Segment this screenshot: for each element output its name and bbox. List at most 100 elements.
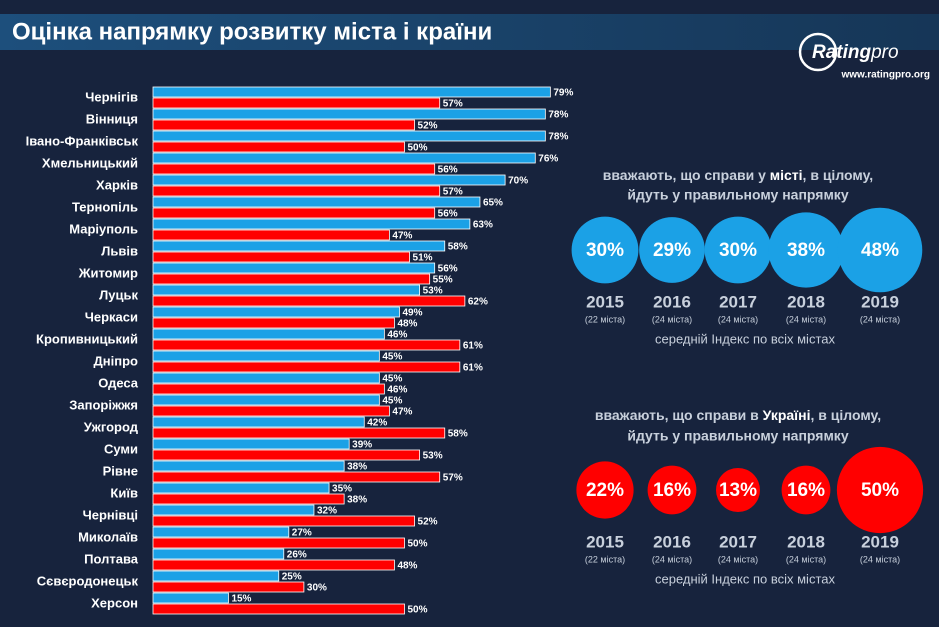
value-label: 78% xyxy=(548,132,568,143)
category-label: Дніпро xyxy=(94,353,139,368)
bar xyxy=(152,482,330,494)
year-label: 2016 xyxy=(653,532,691,551)
value-label: 45% xyxy=(382,374,402,385)
category-label: Полтава xyxy=(84,551,139,566)
bar xyxy=(152,207,436,219)
value-label: 56% xyxy=(438,165,458,176)
year-label: 2019 xyxy=(861,532,899,551)
bar xyxy=(152,108,546,120)
value-label: 46% xyxy=(387,385,407,396)
year-label: 2017 xyxy=(719,292,757,311)
bubble-title-line: йдуть у правильному напрямку xyxy=(627,428,848,444)
category-label: Тернопіль xyxy=(72,199,138,214)
bubble-label: 50% xyxy=(861,480,899,501)
category-label: Ужгород xyxy=(84,419,139,434)
bar xyxy=(152,493,345,505)
category-label: Харків xyxy=(96,177,138,192)
value-label: 79% xyxy=(553,88,573,99)
value-label: 57% xyxy=(443,473,463,484)
bubble-footer: середній Індекс по всіх містах xyxy=(655,331,835,346)
bubble-label: 16% xyxy=(653,480,691,501)
bar xyxy=(152,559,395,571)
value-label: 50% xyxy=(408,143,428,154)
value-label: 15% xyxy=(231,594,251,605)
bar xyxy=(152,185,441,197)
bar xyxy=(152,306,400,318)
category-label: Суми xyxy=(104,441,138,456)
year-label: 2015 xyxy=(586,292,624,311)
bubble xyxy=(836,446,924,534)
category-label: Чернівці xyxy=(83,507,138,522)
bubble-footer: середній Індекс по всіх містах xyxy=(655,571,835,586)
value-label: 78% xyxy=(548,110,568,121)
bar xyxy=(152,130,546,142)
value-label: 51% xyxy=(413,253,433,264)
bubble xyxy=(716,468,760,512)
bubble-label: 30% xyxy=(719,240,757,261)
value-label: 45% xyxy=(382,396,402,407)
bar xyxy=(152,471,441,483)
bubble-label: 16% xyxy=(787,480,825,501)
value-label: 57% xyxy=(443,187,463,198)
value-label: 30% xyxy=(307,583,327,594)
bar xyxy=(152,526,290,538)
page-title: Оцінка напрямку розвитку міста і країни xyxy=(12,18,492,45)
bubble-title-line: вважають, що справи у місті, в цілому, xyxy=(603,167,873,183)
bar xyxy=(152,229,390,241)
bubble xyxy=(576,461,634,519)
bar xyxy=(152,427,446,439)
bar xyxy=(152,119,415,131)
value-label: 62% xyxy=(468,297,488,308)
bar xyxy=(152,163,436,175)
bar xyxy=(152,339,461,351)
bar xyxy=(152,570,280,582)
bubble xyxy=(781,465,831,515)
bubble-title: вважають, що справи в Україні, в цілому,… xyxy=(595,407,881,444)
category-label: Маріуполь xyxy=(69,221,138,236)
value-label: 52% xyxy=(418,121,438,132)
category-label: Житомир xyxy=(78,265,138,280)
category-label: Київ xyxy=(110,485,138,500)
value-label: 58% xyxy=(448,242,468,253)
value-label: 56% xyxy=(438,209,458,220)
value-label: 42% xyxy=(367,418,387,429)
title-highlight: Україні xyxy=(763,407,811,423)
bar xyxy=(152,383,385,395)
value-label: 50% xyxy=(408,539,428,550)
value-label: 38% xyxy=(347,462,367,473)
header-bar xyxy=(0,14,939,50)
bar xyxy=(152,372,380,384)
bar xyxy=(152,603,405,615)
bar xyxy=(152,405,390,417)
category-label: Рівне xyxy=(103,463,138,478)
bubble-label: 29% xyxy=(653,240,691,261)
bubble xyxy=(837,207,923,293)
value-label: 61% xyxy=(463,341,483,352)
category-label: Херсон xyxy=(91,595,138,610)
value-label: 53% xyxy=(423,286,443,297)
value-label: 48% xyxy=(397,319,417,330)
value-label: 70% xyxy=(508,176,528,187)
value-label: 65% xyxy=(483,198,503,209)
title-part: вважають, що справи у xyxy=(603,167,770,183)
year-label: 2018 xyxy=(787,292,825,311)
bar xyxy=(152,196,481,208)
value-label: 39% xyxy=(352,440,372,451)
value-label: 61% xyxy=(463,363,483,374)
category-label: Миколаїв xyxy=(78,529,138,544)
year-label: 2017 xyxy=(719,532,757,551)
year-note: (24 міста) xyxy=(860,314,900,324)
logo: Ratingpro xyxy=(812,42,899,63)
bar xyxy=(152,328,385,340)
value-label: 58% xyxy=(448,429,468,440)
year-note: (24 міста) xyxy=(718,314,758,324)
year-label: 2018 xyxy=(787,532,825,551)
logo-suffix: pro xyxy=(870,42,898,63)
value-label: 25% xyxy=(282,572,302,583)
value-label: 35% xyxy=(332,484,352,495)
bar xyxy=(152,97,441,109)
bar xyxy=(152,218,471,230)
year-note: (24 міста) xyxy=(786,554,826,564)
title-part: , в цілому, xyxy=(810,407,881,423)
